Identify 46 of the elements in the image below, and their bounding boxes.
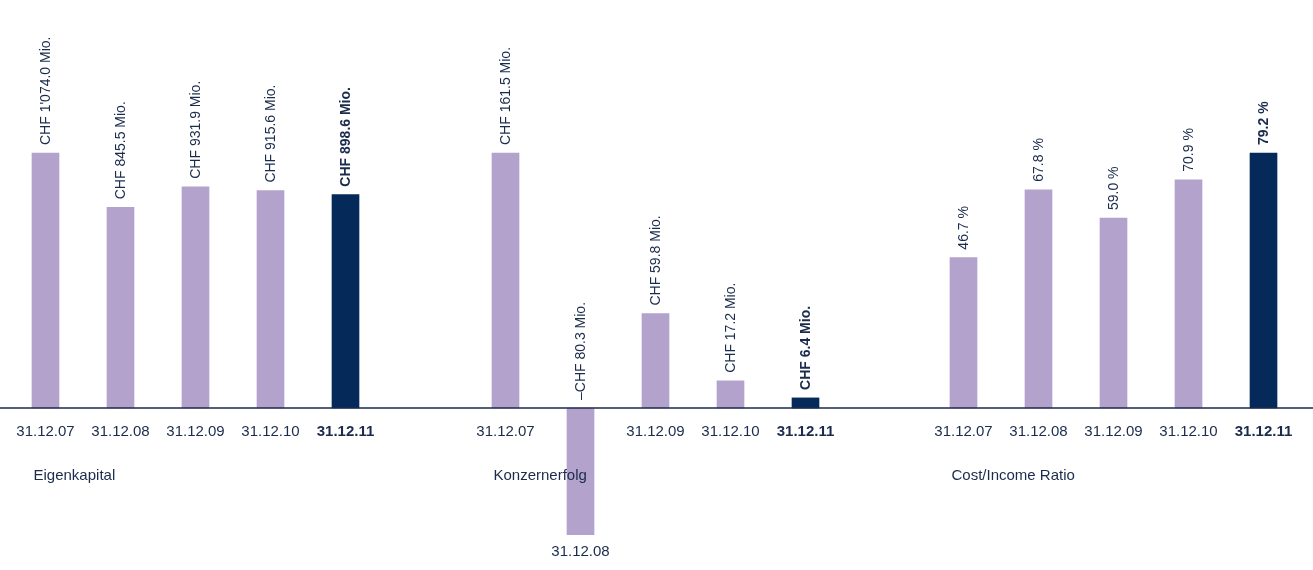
data-label: CHF 59.8 Mio.: [647, 215, 664, 306]
bar: [106, 206, 135, 409]
bar: [1174, 179, 1203, 409]
x-tick-label: 31.12.07: [16, 421, 75, 439]
x-tick-label: 31.12.07: [476, 421, 535, 439]
data-label: CHF 898.6 Mio.: [337, 87, 354, 187]
bar: [1249, 152, 1278, 409]
bar: [181, 186, 210, 409]
x-axis-title: Cost/Income Ratio: [951, 466, 1075, 484]
data-label: CHF 161.5 Mio.: [497, 46, 514, 145]
data-label: 67.8 %: [1030, 138, 1047, 182]
bar: [1024, 189, 1053, 409]
data-label: –CHF 80.3 Mio.: [572, 301, 589, 400]
x-tick-label: 31.12.08: [1009, 421, 1068, 439]
data-label: CHF 17.2 Mio.: [722, 282, 739, 373]
x-axis-title: Konzernerfolg: [493, 466, 587, 484]
bar: [716, 380, 745, 409]
data-label: 46.7 %: [955, 206, 972, 250]
bar: [31, 152, 60, 409]
data-label: CHF 915.6 Mio.: [262, 84, 279, 183]
x-tick-label: 31.12.08: [91, 421, 150, 439]
x-tick-label: 31.12.11: [316, 421, 375, 439]
data-label: 70.9 %: [1180, 128, 1197, 172]
bar: [256, 190, 285, 409]
data-label: CHF 845.5 Mio.: [112, 101, 129, 200]
bar: [331, 194, 360, 409]
x-axis-title: Eigenkapital: [33, 466, 116, 484]
data-label: CHF 1'074.0 Mio.: [37, 36, 54, 145]
x-tick-label: 31.12.09: [626, 421, 685, 439]
data-label: CHF 6.4 Mio.: [797, 305, 814, 390]
bar: [949, 257, 978, 409]
bar: [491, 152, 520, 409]
x-tick-label: 31.12.11: [776, 421, 835, 439]
x-tick-label: 31.12.09: [1084, 421, 1143, 439]
bar: [641, 313, 670, 409]
x-tick-label: 31.12.11: [1234, 421, 1293, 439]
x-tick-label: 31.12.10: [1159, 421, 1218, 439]
bar: [1099, 217, 1128, 409]
x-tick-label: 31.12.10: [701, 421, 760, 439]
x-tick-label: 31.12.07: [934, 421, 993, 439]
data-label: CHF 931.9 Mio.: [187, 80, 204, 179]
x-tick-label: 31.12.08: [551, 542, 610, 560]
x-tick-label: 31.12.10: [241, 421, 300, 439]
x-tick-label: 31.12.09: [166, 421, 225, 439]
data-label: 59.0 %: [1105, 166, 1122, 211]
data-label: 79.2 %: [1255, 100, 1272, 145]
